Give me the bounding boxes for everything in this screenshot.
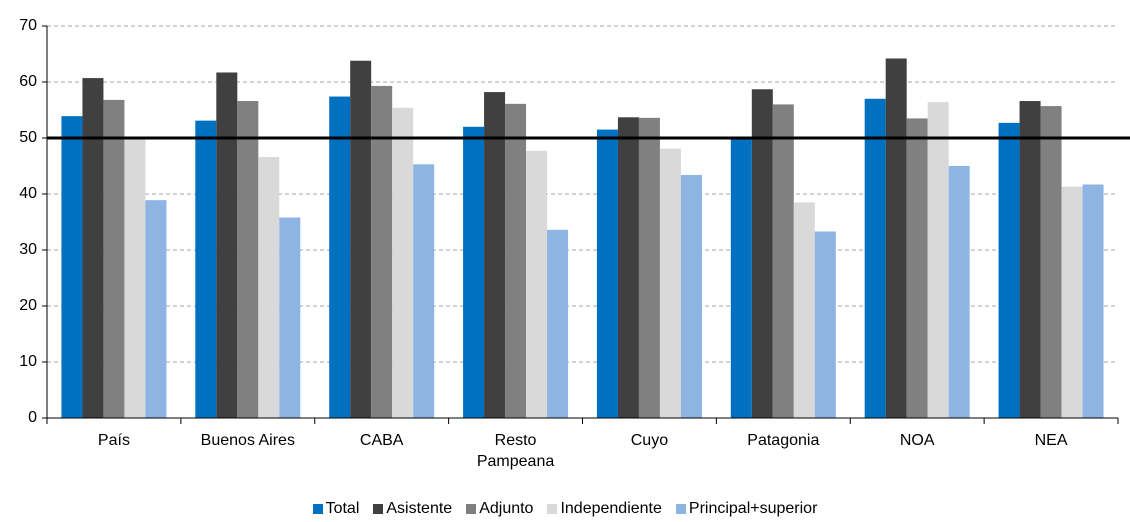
legend-swatch [675, 504, 686, 514]
x-tick-label: CABA [359, 432, 404, 449]
bar [1082, 184, 1104, 418]
bar [145, 200, 167, 418]
bar [392, 107, 414, 418]
y-tick-label: 20 [19, 297, 37, 314]
legend-swatch [312, 504, 323, 514]
legend-label: Total [325, 500, 360, 517]
bar [998, 122, 1020, 418]
bar [329, 96, 351, 418]
legend-swatch [466, 504, 477, 514]
bar [82, 78, 104, 418]
bar [793, 202, 815, 418]
bar [814, 231, 836, 418]
x-tick-label: Resto Pampeana [476, 432, 555, 470]
bar [1040, 106, 1062, 418]
bar [885, 58, 907, 418]
legend-item: Asistente [373, 500, 452, 518]
x-tick-label: NEA [1034, 432, 1068, 449]
legend-swatch [373, 504, 384, 514]
bar [864, 98, 886, 419]
bar [1019, 101, 1041, 418]
x-tick-label: País [97, 432, 130, 449]
bar [103, 99, 125, 419]
legend-label: Independiente [560, 500, 662, 517]
bar [195, 120, 217, 418]
bar [547, 229, 569, 418]
x-tick-label: Cuyo [630, 432, 669, 449]
x-tick-label: NOA [899, 432, 935, 449]
legend: Total Asistente Adjunto Independiente Princi… [0, 500, 1130, 518]
legend-item: Principal+superior [675, 500, 818, 518]
bar [61, 116, 83, 418]
legend-label: Asistente [386, 500, 453, 517]
x-tick-label: Buenos Aires [200, 432, 295, 449]
bar [596, 129, 618, 418]
legend-label: Adjunto [479, 500, 534, 517]
bar [526, 150, 548, 418]
y-tick-label: 70 [19, 17, 37, 34]
bar [751, 89, 773, 418]
y-tick-label: 60 [19, 73, 37, 90]
legend-item: Independiente [547, 500, 662, 518]
legend-label: Principal+superior [688, 500, 818, 517]
bar [350, 60, 372, 418]
bar [680, 174, 702, 418]
bar [463, 126, 485, 419]
bar [237, 101, 259, 418]
legend-swatch [547, 504, 558, 514]
legend-item: Adjunto [466, 500, 533, 518]
bar [617, 117, 639, 418]
y-tick-label: 30 [19, 241, 37, 258]
bar [638, 117, 660, 418]
bar [906, 118, 928, 419]
bar [659, 148, 681, 418]
bar [772, 104, 794, 419]
y-tick-label: 10 [19, 353, 37, 370]
legend-item: Total [312, 500, 360, 518]
bar [371, 85, 393, 419]
bar [258, 157, 280, 419]
x-tick-label: Patagonia [747, 432, 820, 449]
bar [505, 103, 527, 418]
bar [413, 164, 435, 418]
bar [279, 217, 301, 418]
bar [927, 102, 949, 418]
y-tick-label: 50 [19, 129, 37, 146]
bar [124, 139, 146, 418]
bar [1061, 186, 1083, 418]
bar [484, 92, 506, 418]
bar [216, 72, 238, 418]
bar [730, 139, 752, 418]
y-tick-label: 0 [28, 409, 37, 426]
bar [948, 166, 970, 418]
y-tick-label: 40 [19, 185, 37, 202]
